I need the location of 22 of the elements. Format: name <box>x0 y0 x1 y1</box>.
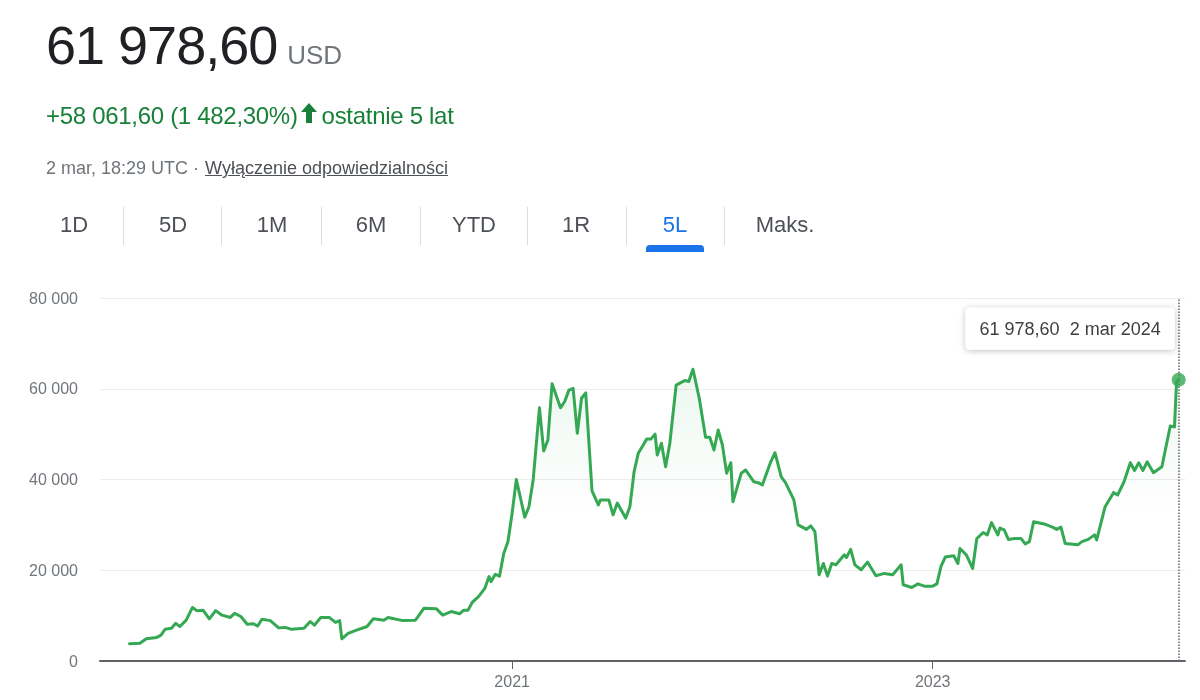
y-tick-label: 20 000 <box>29 561 79 579</box>
y-tick-label: 40 000 <box>29 471 79 488</box>
chart-subtitle: +58 061,60 (1 482,30%) <box>46 102 298 130</box>
text: 5L <box>662 212 688 238</box>
text: 6M <box>355 212 387 238</box>
x-tick-label: 2023 <box>914 672 951 690</box>
text: 2 mar, 18:29 UTC · <box>46 158 200 179</box>
text: 1D <box>59 212 89 238</box>
text: Maks. <box>755 212 815 238</box>
chart-title: 61 978,60 <box>46 14 278 76</box>
text: ostatnie 5 lat <box>321 102 454 130</box>
text: 1M <box>256 212 288 238</box>
text: USD <box>287 40 343 71</box>
y-tick-label: 0 <box>69 652 79 670</box>
text: 5D <box>158 212 188 238</box>
annotation: 61 978,60 2 mar 2024 <box>979 318 1161 339</box>
x-tick-label: 2021 <box>494 672 531 690</box>
y-tick-label: 60 000 <box>29 380 79 398</box>
text: 1R <box>561 212 591 238</box>
text: YTD <box>452 212 496 238</box>
y-tick-label: 80 000 <box>29 289 79 307</box>
text: Wyłączenie odpowiedzialności <box>205 158 449 179</box>
